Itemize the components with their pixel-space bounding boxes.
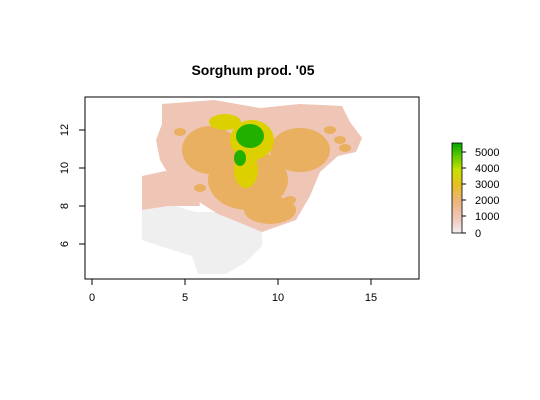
mid-production-region <box>244 196 296 224</box>
plot-title: Sorghum prod. '05 <box>191 62 314 78</box>
legend-colorbar <box>451 142 463 234</box>
y-tick-label: 6 <box>59 241 71 247</box>
legend-tick-label: 4000 <box>475 163 499 175</box>
mid-production-region <box>314 156 326 164</box>
mid-production-region <box>339 144 351 152</box>
x-tick-label: 10 <box>272 292 284 304</box>
high-production-region <box>209 114 241 130</box>
mid-production-region <box>182 126 238 174</box>
color-legend: 0 1000 2000 3000 4000 5000 <box>451 142 499 240</box>
mid-production-region <box>324 126 336 134</box>
x-tick-label: 5 <box>182 292 188 304</box>
y-tick-label: 12 <box>59 124 71 136</box>
legend-tick-label: 2000 <box>475 195 499 207</box>
peak-production-region <box>234 150 246 166</box>
peak-production-region <box>236 124 264 148</box>
x-tick-label: 15 <box>365 292 377 304</box>
y-axis: 6 8 10 12 <box>59 124 86 247</box>
production-map <box>142 100 362 274</box>
mid-production-region <box>194 184 206 192</box>
no-data-region <box>142 204 262 274</box>
legend-tick-label: 1000 <box>475 211 499 223</box>
x-tick-label: 0 <box>89 292 95 304</box>
y-tick-label: 10 <box>59 162 71 174</box>
legend-tick-label: 0 <box>475 228 481 240</box>
legend-tick-label: 3000 <box>475 179 499 191</box>
legend-tick-label: 5000 <box>475 147 499 159</box>
mid-production-region <box>334 136 346 144</box>
mid-production-region <box>270 128 330 172</box>
y-tick-label: 8 <box>59 203 71 209</box>
mid-production-region <box>174 128 186 136</box>
mid-production-region <box>284 196 296 204</box>
x-axis: 0 5 10 15 <box>89 278 377 304</box>
